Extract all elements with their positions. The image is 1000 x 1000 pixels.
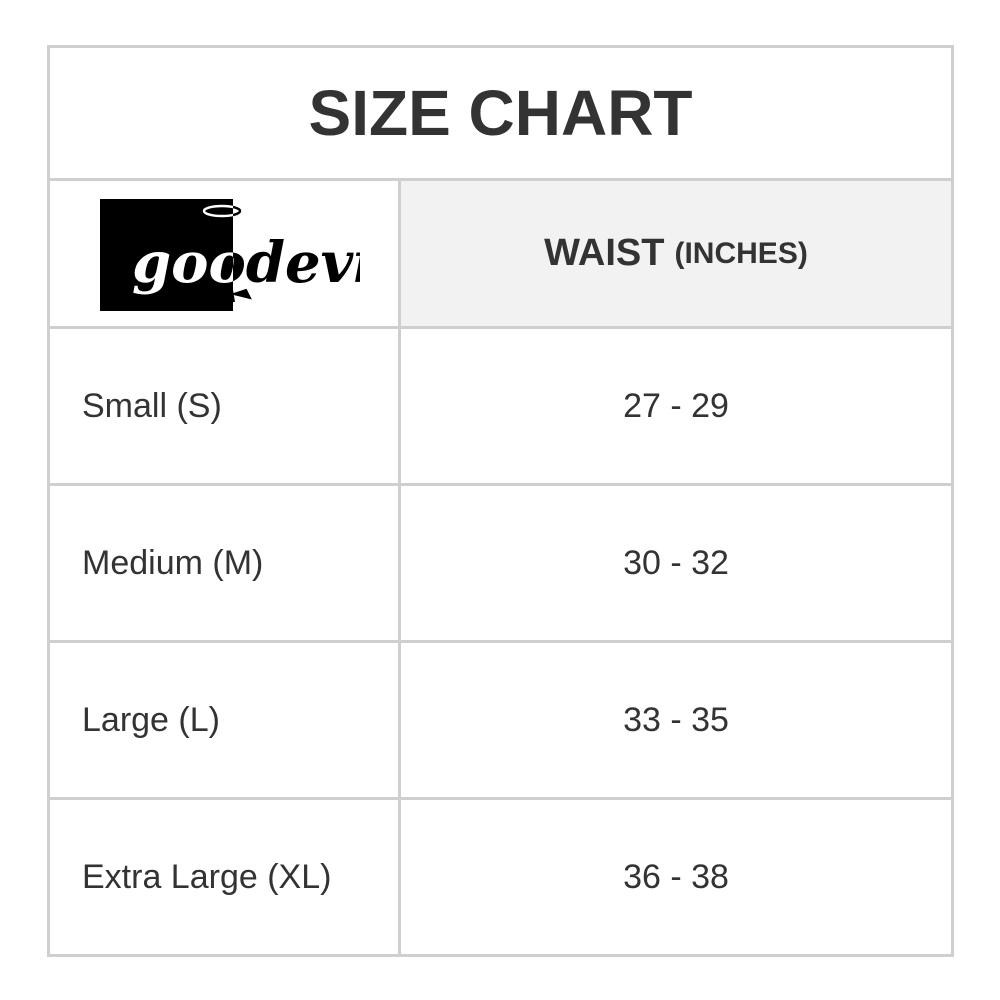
size-label: Large (L) — [82, 700, 220, 739]
size-cell: Large (L) — [50, 643, 401, 797]
table-row: Small (S) 27 - 29 — [50, 329, 951, 486]
goodevil-logo: goodevil — [100, 198, 360, 311]
waist-value: 33 - 35 — [623, 700, 729, 739]
logo-text: goodevil — [132, 230, 360, 296]
waist-value: 36 - 38 — [623, 857, 729, 896]
measure-label: WAIST — [544, 232, 665, 274]
logo-cell: goodevil — [50, 181, 401, 326]
table-row: Large (L) 33 - 35 — [50, 643, 951, 800]
devil-tail-icon — [230, 288, 252, 302]
size-chart-table: SIZE CHART goodevil WAIST (INCHES) Small … — [47, 45, 954, 957]
table-row: Extra Large (XL) 36 - 38 — [50, 800, 951, 954]
waist-value: 30 - 32 — [623, 543, 729, 582]
size-cell: Small (S) — [50, 329, 401, 483]
waist-value: 27 - 29 — [623, 386, 729, 425]
page-title: SIZE CHART — [50, 48, 951, 181]
size-label: Small (S) — [82, 386, 222, 425]
size-cell: Medium (M) — [50, 486, 401, 640]
halo-icon — [202, 204, 242, 217]
header-row: goodevil WAIST (INCHES) — [50, 181, 951, 329]
unit-label: (INCHES) — [674, 236, 808, 270]
logo-black-box — [100, 198, 233, 311]
waist-header: WAIST (INCHES) — [401, 181, 951, 326]
table-row: Medium (M) 30 - 32 — [50, 486, 951, 643]
size-label: Medium (M) — [82, 543, 264, 582]
size-label: Extra Large (XL) — [82, 857, 332, 896]
size-cell: Extra Large (XL) — [50, 800, 401, 954]
